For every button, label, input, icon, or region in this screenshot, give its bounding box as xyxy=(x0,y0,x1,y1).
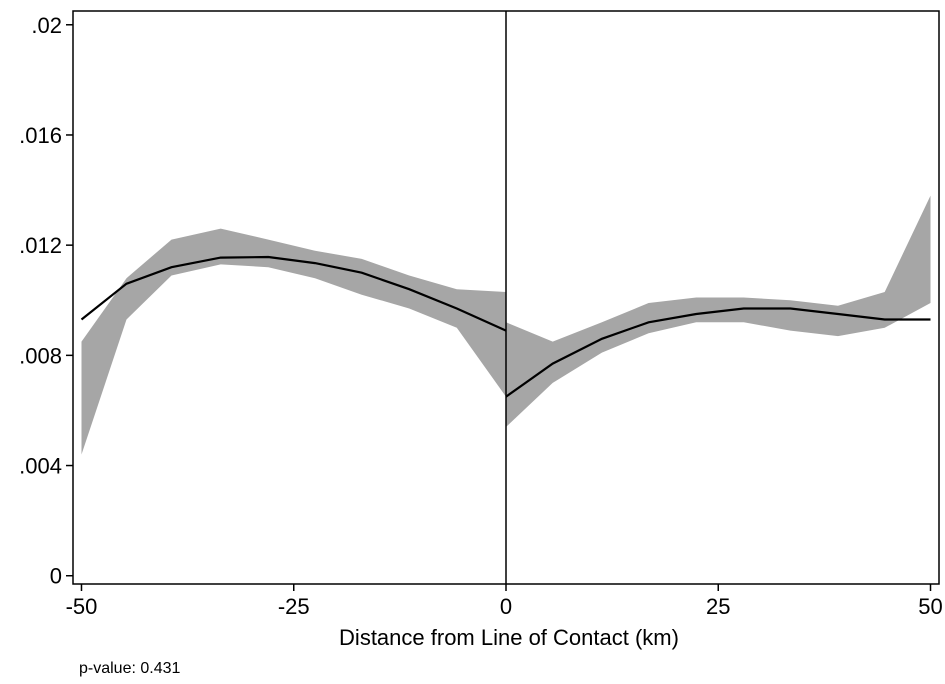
y-tick-label: .008 xyxy=(19,343,62,368)
fit-line-left xyxy=(80,255,507,332)
y-tick-label: .004 xyxy=(19,454,62,479)
fit-line-right xyxy=(505,307,931,398)
x-tick-label: -25 xyxy=(278,594,310,619)
x-tick-label: -50 xyxy=(66,594,98,619)
p-value-note: p-value: 0.431 xyxy=(79,660,181,677)
y-tick-label: .016 xyxy=(19,123,62,148)
x-tick-label: 50 xyxy=(918,594,942,619)
y-axis: 0 .004 .008 .012 .016 .02 xyxy=(19,13,73,589)
y-tick-label: .02 xyxy=(31,13,62,38)
ci-band-left xyxy=(81,228,506,455)
y-tick-label: 0 xyxy=(50,564,62,589)
y-tick-label: .012 xyxy=(19,233,62,258)
x-axis: -50 -25 0 25 50 xyxy=(66,584,943,619)
x-tick-label: 0 xyxy=(500,594,512,619)
x-tick-label: 25 xyxy=(706,594,730,619)
x-axis-label: Distance from Line of Contact (km) xyxy=(339,625,679,650)
fitted-lines xyxy=(80,255,931,398)
